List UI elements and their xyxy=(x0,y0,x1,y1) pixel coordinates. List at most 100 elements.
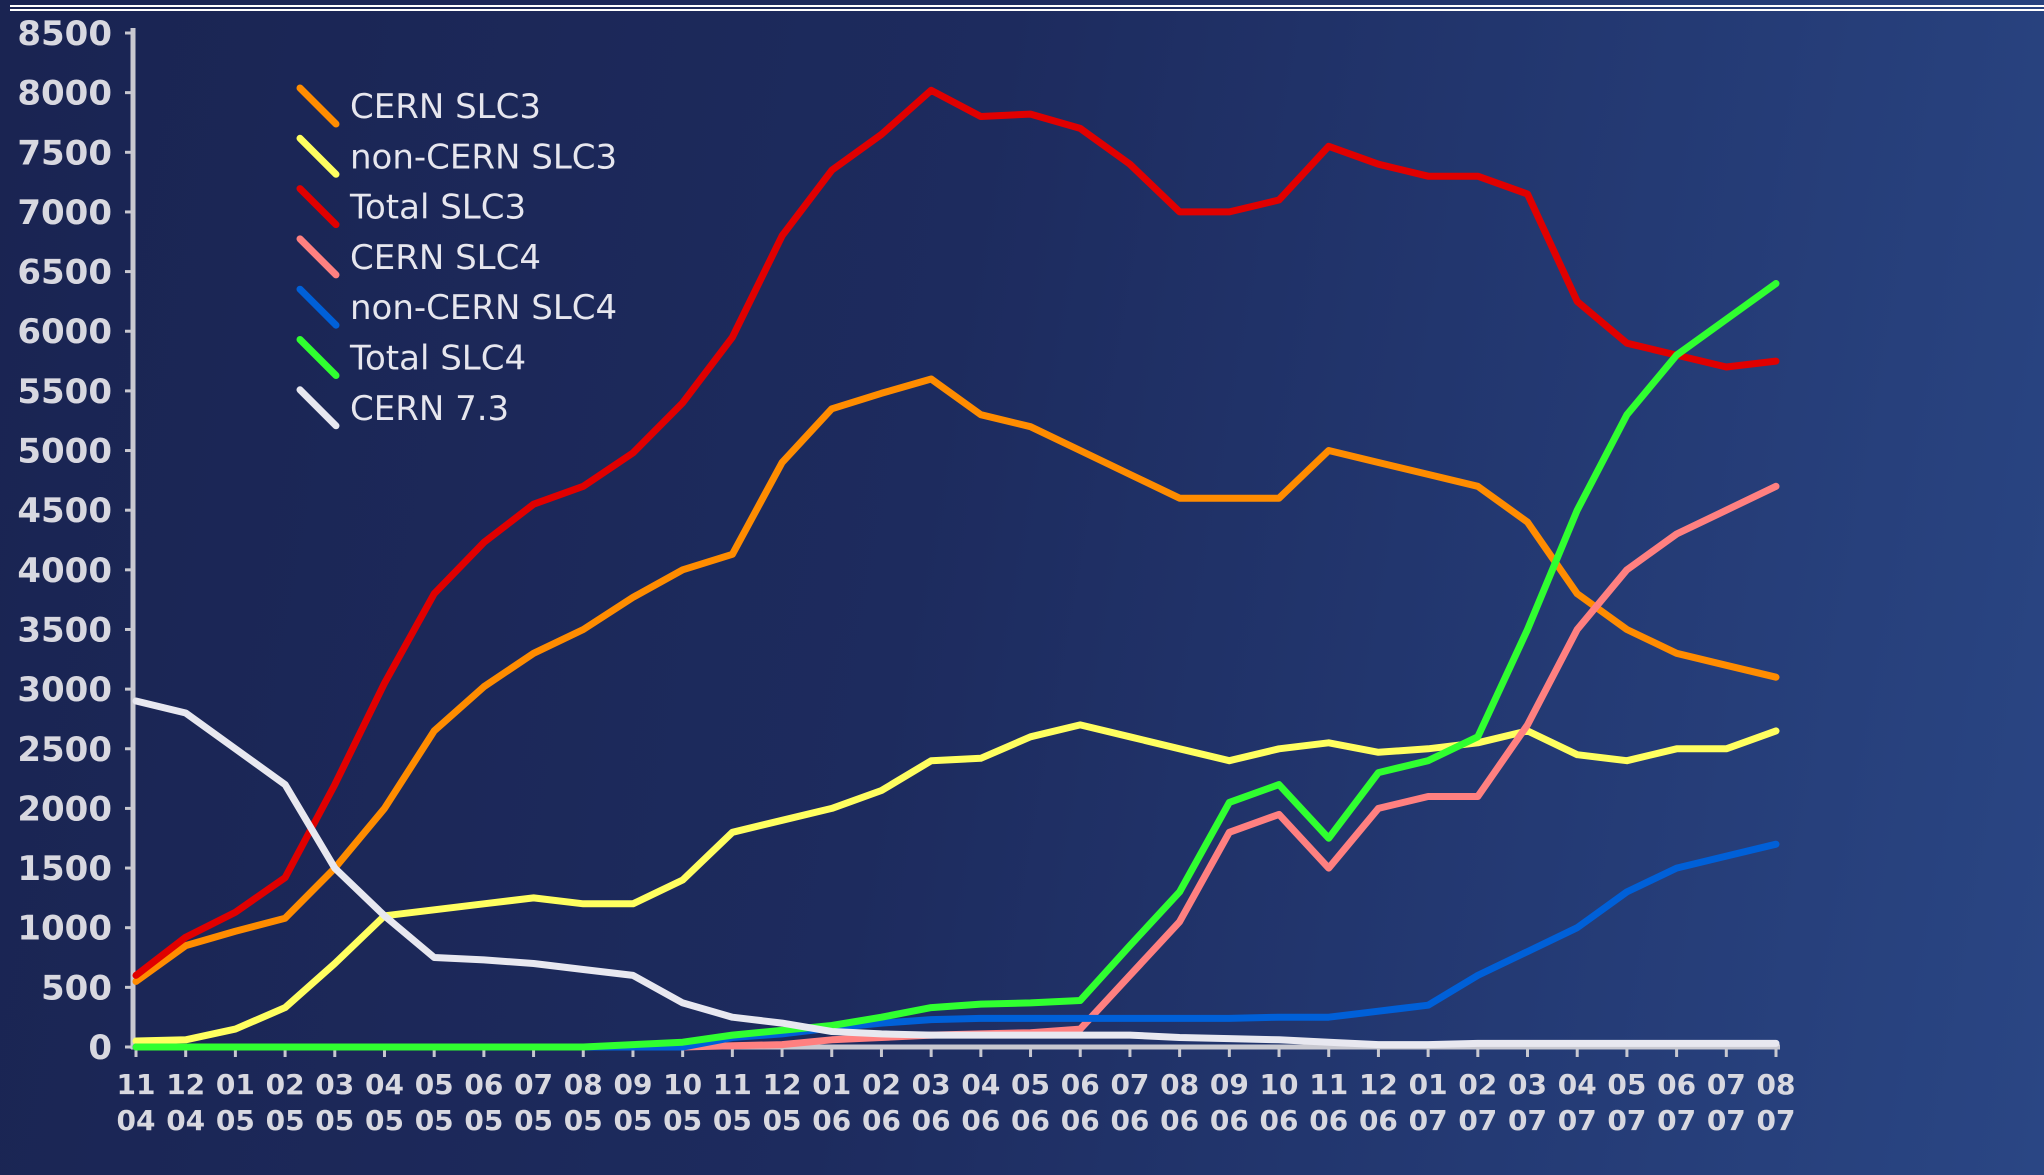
legend-swatch xyxy=(296,336,340,379)
series-line-non-cern-slc3 xyxy=(132,721,1780,1045)
x-tick-label-year: 06 xyxy=(1260,1104,1299,1137)
legend-label: non-CERN SLC3 xyxy=(350,137,617,177)
legend-swatch xyxy=(296,285,340,329)
x-tick-label-year: 05 xyxy=(415,1104,454,1137)
x-tick-label-year: 05 xyxy=(266,1104,305,1137)
y-tick-label: 3500 xyxy=(17,610,112,650)
x-tick-label-month: 02 xyxy=(266,1068,305,1101)
x-tick-label-month: 07 xyxy=(514,1068,553,1101)
x-tick-label-year: 05 xyxy=(315,1104,354,1137)
legend-swatch xyxy=(296,84,340,128)
y-tick-label: 6000 xyxy=(17,312,112,352)
x-tick-label-month: 10 xyxy=(663,1068,702,1101)
y-tick-label: 0 xyxy=(88,1028,112,1068)
x-tick-label-month: 01 xyxy=(1409,1068,1448,1101)
y-tick-label: 500 xyxy=(41,968,112,1008)
x-tick-label-year: 07 xyxy=(1707,1104,1746,1137)
x-tick-label-year: 06 xyxy=(961,1104,1000,1137)
x-tick-label-month: 03 xyxy=(912,1068,951,1101)
y-tick-label: 2000 xyxy=(17,789,112,829)
x-tick-label-year: 04 xyxy=(166,1104,205,1137)
x-tick-label-year: 06 xyxy=(1210,1104,1249,1137)
y-tick-label: 8500 xyxy=(17,14,112,54)
x-tick-label-year: 06 xyxy=(912,1104,951,1137)
x-tick-label-year: 05 xyxy=(365,1104,404,1137)
x-tick-label-year: 07 xyxy=(1558,1104,1597,1137)
y-tick-label: 2500 xyxy=(17,730,112,770)
y-tick-label: 1500 xyxy=(17,849,112,889)
x-tick-label-month: 03 xyxy=(1508,1068,1547,1101)
y-tick-label: 7000 xyxy=(17,193,112,233)
x-tick-label-year: 07 xyxy=(1657,1104,1696,1137)
x-tick-label-month: 06 xyxy=(1061,1068,1100,1101)
x-tick-label-month: 01 xyxy=(812,1068,851,1101)
legend-swatch xyxy=(296,134,340,178)
x-tick-label-year: 06 xyxy=(1011,1104,1050,1137)
series-line-total-slc3 xyxy=(132,86,1780,979)
legend: CERN SLC3 non-CERN SLC3 Total SLC3 CERN SLC… xyxy=(296,84,617,430)
x-tick-label-year: 05 xyxy=(464,1104,503,1137)
x-tick-label-year: 06 xyxy=(1110,1104,1149,1137)
x-tick-label-year: 07 xyxy=(1458,1104,1497,1137)
x-tick-label-year: 04 xyxy=(117,1104,156,1137)
x-tick-label-month: 08 xyxy=(564,1068,603,1101)
x-tick-label-month: 04 xyxy=(1558,1068,1597,1101)
x-tick-label-year: 05 xyxy=(663,1104,702,1137)
x-tick-label-year: 05 xyxy=(763,1104,802,1137)
legend-label: non-CERN SLC4 xyxy=(350,288,617,328)
x-tick-label-month: 05 xyxy=(1011,1068,1050,1101)
series-line-cern-slc3 xyxy=(132,375,1780,985)
series-line-cern-slc4 xyxy=(132,482,1780,1051)
legend-label: CERN SLC3 xyxy=(350,87,541,127)
series-line-non-cern-slc4 xyxy=(132,840,1780,1051)
x-tick-label-year: 06 xyxy=(1359,1104,1398,1137)
x-tick-label-month: 12 xyxy=(763,1068,802,1101)
x-tick-label-month: 11 xyxy=(117,1068,156,1101)
y-tick-label: 6500 xyxy=(17,253,112,293)
x-tick-label-month: 04 xyxy=(365,1068,404,1101)
legend-label: CERN 7.3 xyxy=(350,389,509,429)
x-tick-label-year: 06 xyxy=(812,1104,851,1137)
x-tick-label-month: 02 xyxy=(1458,1068,1497,1101)
x-tick-label-month: 08 xyxy=(1160,1068,1199,1101)
x-tick-label-year: 07 xyxy=(1757,1104,1796,1137)
x-tick-label-month: 05 xyxy=(415,1068,454,1101)
y-tick-label: 3000 xyxy=(17,670,112,710)
x-tick-label-month: 11 xyxy=(713,1068,752,1101)
legend-label: Total SLC3 xyxy=(349,188,526,228)
x-tick-label-month: 07 xyxy=(1707,1068,1746,1101)
x-tick-label-month: 04 xyxy=(961,1068,1000,1101)
x-tick-label-year: 07 xyxy=(1409,1104,1448,1137)
legend-swatch xyxy=(296,386,340,430)
legend-label: Total SLC4 xyxy=(349,339,526,379)
legend-label: CERN SLC4 xyxy=(350,238,541,278)
x-tick-label-month: 07 xyxy=(1110,1068,1149,1101)
x-tick-label-month: 12 xyxy=(166,1068,205,1101)
x-tick-label-year: 06 xyxy=(1061,1104,1100,1137)
x-tick-label-year: 05 xyxy=(564,1104,603,1137)
legend-swatch xyxy=(296,235,340,279)
x-tick-label-month: 10 xyxy=(1260,1068,1299,1101)
x-tick-label-year: 05 xyxy=(613,1104,652,1137)
x-tick-label-month: 02 xyxy=(862,1068,901,1101)
x-tick-label-year: 05 xyxy=(216,1104,255,1137)
x-tick-label-year: 07 xyxy=(1508,1104,1547,1137)
x-tick-label-month: 01 xyxy=(216,1068,255,1101)
series-line-total-slc4 xyxy=(132,280,1780,1051)
y-tick-label: 5500 xyxy=(17,372,112,412)
y-tick-label: 5000 xyxy=(17,432,112,472)
y-tick-label: 4500 xyxy=(17,491,112,531)
x-tick-label-month: 08 xyxy=(1757,1068,1796,1101)
legend-swatch xyxy=(296,185,340,229)
x-tick-label-month: 06 xyxy=(1657,1068,1696,1101)
y-tick-label: 4000 xyxy=(17,551,112,591)
x-tick-label-month: 09 xyxy=(1210,1068,1249,1101)
y-tick-label: 8000 xyxy=(17,74,112,114)
x-tick-label-year: 05 xyxy=(713,1104,752,1137)
x-tick-label-month: 09 xyxy=(613,1068,652,1101)
x-tick-label-year: 05 xyxy=(514,1104,553,1137)
x-tick-label-month: 06 xyxy=(464,1068,503,1101)
y-tick-label: 1000 xyxy=(17,909,112,949)
